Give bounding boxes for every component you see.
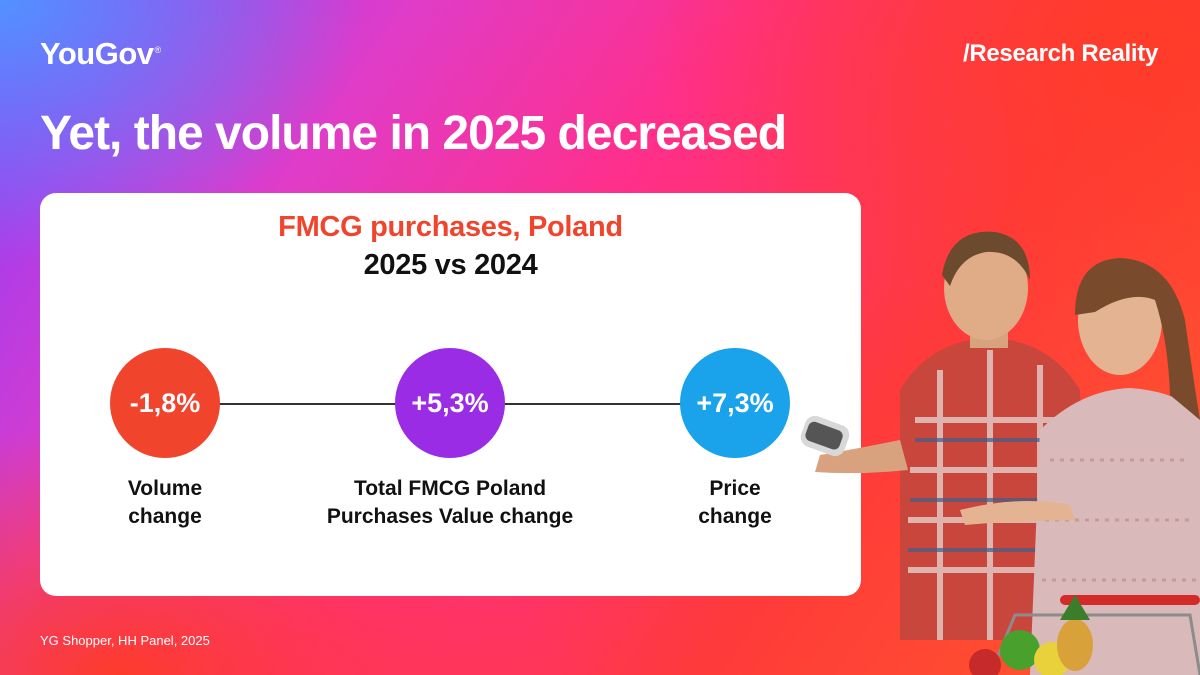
registered-mark: ®	[154, 44, 162, 55]
volume-change-label: Volume change	[127, 477, 203, 528]
price-change-circle: +7,3%	[680, 348, 790, 458]
logo-text: YouGov	[40, 36, 154, 71]
shopping-cart	[969, 595, 1200, 675]
couple-shopping-photo	[800, 231, 1200, 675]
source-note: YG Shopper, HH Panel, 2025	[40, 633, 210, 648]
card-subtitle: 2025 vs 2024	[363, 249, 538, 281]
yougov-logo: YouGov®	[40, 36, 161, 72]
value-change-circle: +5,3%	[395, 348, 505, 458]
research-reality-tagline: /Research Reality	[962, 40, 1158, 67]
value-change-label: Total FMCG Poland Purchases Value change	[326, 477, 574, 528]
volume-change-circle: -1,8%	[110, 348, 220, 458]
card-title: FMCG purchases, Poland	[278, 211, 623, 243]
stats-card: FMCG purchases, Poland 2025 vs 2024 -1,8…	[40, 193, 861, 596]
page-title: Yet, the volume in 2025 decreased	[40, 107, 787, 160]
price-change-label: Price change	[698, 477, 772, 528]
